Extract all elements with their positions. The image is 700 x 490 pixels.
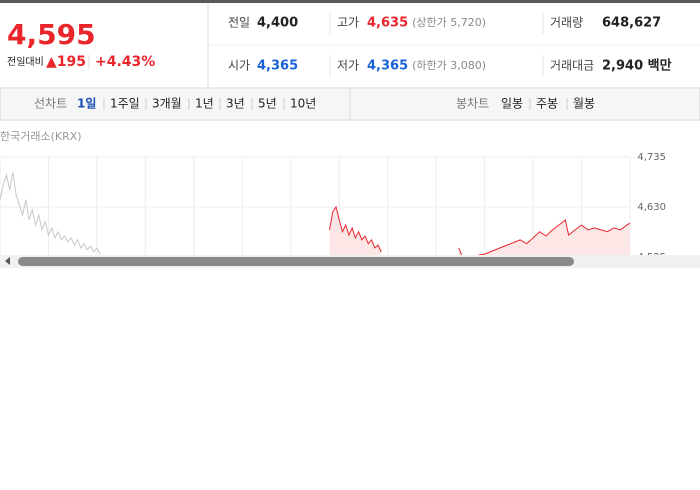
stat-value: 4,365	[367, 59, 408, 74]
stat-value: 4,365	[257, 59, 298, 74]
price: 4,595	[7, 18, 96, 51]
top-border	[0, 0, 700, 3]
tab[interactable]: 주봉	[536, 97, 558, 111]
tab[interactable]: 3개월	[152, 97, 182, 111]
stat-value: 4,400	[257, 16, 298, 31]
stat-label: 저가	[337, 59, 359, 73]
tab-group-label: 선차트	[34, 97, 67, 111]
y-tick-label: 4,525	[637, 252, 666, 263]
tab[interactable]: 월봉	[573, 97, 595, 111]
change: ▲195	[46, 54, 86, 70]
stat-label: 시가	[228, 59, 250, 73]
stat-value: 2,940 백만	[602, 58, 672, 74]
price-line	[329, 205, 382, 252]
tab[interactable]: 1주일	[110, 97, 140, 111]
scroll-left[interactable]	[5, 257, 10, 265]
stat-label: 전일	[228, 16, 250, 30]
y-tick-label: 4,630	[637, 202, 666, 213]
price-line	[478, 218, 631, 255]
stat-label: 고가	[337, 16, 359, 30]
plot: 4,735 4,630 4,525	[0, 152, 666, 263]
source: 한국거래소(KRX)	[0, 130, 82, 143]
stat-note: (상한가 5,720)	[412, 16, 486, 29]
price-line	[458, 247, 463, 255]
tab[interactable]: 1일	[77, 97, 96, 111]
tab[interactable]: 1년	[195, 97, 214, 111]
y-tick-label: 4,735	[637, 152, 666, 163]
stat-label: 거래량	[550, 16, 583, 30]
tab-group-label: 봉차트	[456, 97, 489, 111]
stat-value: 4,635	[367, 16, 408, 31]
tab[interactable]: 5년	[258, 97, 277, 111]
tab[interactable]: 10년	[290, 97, 316, 111]
change-label: 전일대비	[7, 56, 44, 68]
tab[interactable]: 일봉	[501, 97, 523, 111]
price-line	[0, 172, 101, 255]
stat-value: 648,627	[602, 16, 661, 31]
stat-label: 거래대금	[550, 59, 594, 73]
scroll-thumb[interactable]	[18, 257, 574, 266]
change-rate: +4.43%	[95, 54, 155, 70]
tab[interactable]: 3년	[226, 97, 245, 111]
stat-note: (하한가 3,080)	[412, 58, 486, 72]
area	[329, 207, 382, 255]
